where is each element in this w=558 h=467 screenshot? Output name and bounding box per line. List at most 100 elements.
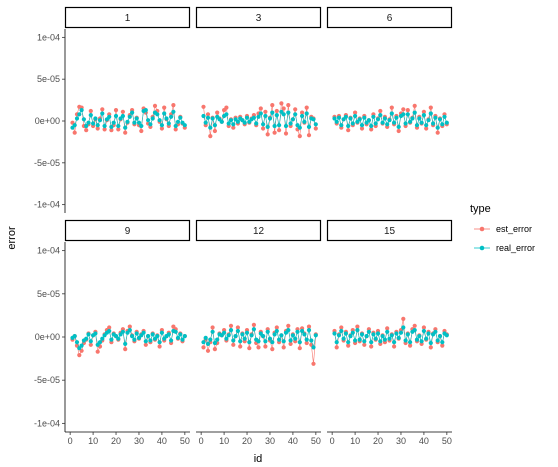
data-point bbox=[263, 109, 268, 114]
data-point bbox=[226, 333, 231, 338]
data-point bbox=[440, 343, 445, 348]
data-point bbox=[123, 125, 128, 130]
data-point bbox=[224, 112, 229, 117]
data-point bbox=[143, 342, 148, 347]
data-point bbox=[272, 332, 277, 337]
data-point bbox=[401, 107, 406, 112]
data-point bbox=[421, 113, 426, 118]
data-point bbox=[258, 106, 263, 111]
data-point bbox=[288, 341, 293, 346]
data-point bbox=[203, 335, 208, 340]
data-point bbox=[380, 120, 385, 125]
data-point bbox=[281, 339, 286, 344]
data-point bbox=[270, 347, 275, 352]
data-point bbox=[166, 332, 171, 337]
data-point bbox=[146, 118, 151, 123]
data-point bbox=[362, 342, 367, 347]
data-point bbox=[286, 328, 291, 333]
data-point bbox=[155, 334, 160, 339]
data-point bbox=[380, 334, 385, 339]
data-point bbox=[277, 128, 282, 133]
data-point bbox=[152, 103, 158, 108]
data-point bbox=[102, 127, 107, 132]
data-point bbox=[311, 345, 316, 350]
data-point bbox=[132, 120, 137, 125]
data-point bbox=[274, 113, 279, 118]
data-point bbox=[366, 118, 371, 123]
data-point bbox=[171, 109, 176, 114]
legend-entry-est_error: est_error bbox=[474, 224, 532, 234]
data-point bbox=[258, 111, 263, 116]
data-point bbox=[150, 116, 155, 121]
data-point bbox=[369, 340, 374, 345]
data-point bbox=[143, 339, 148, 344]
data-point bbox=[412, 323, 417, 328]
data-point bbox=[148, 338, 153, 343]
data-point bbox=[107, 325, 112, 330]
data-point bbox=[261, 126, 266, 131]
data-point bbox=[95, 349, 100, 354]
data-point bbox=[120, 113, 125, 119]
data-point bbox=[359, 126, 365, 131]
data-point bbox=[256, 345, 261, 350]
data-point bbox=[88, 113, 93, 118]
data-point bbox=[428, 105, 433, 110]
data-point bbox=[385, 326, 390, 331]
data-point bbox=[100, 111, 105, 116]
x-tick-label: 50 bbox=[442, 436, 452, 446]
data-point bbox=[417, 116, 422, 121]
data-point bbox=[302, 119, 307, 124]
data-point bbox=[313, 333, 318, 338]
data-point bbox=[130, 110, 135, 115]
data-point bbox=[247, 340, 252, 345]
data-point bbox=[306, 124, 312, 129]
data-point bbox=[334, 345, 339, 350]
data-point bbox=[421, 109, 426, 114]
data-point bbox=[267, 336, 273, 341]
data-point bbox=[336, 333, 342, 338]
data-point bbox=[212, 347, 217, 352]
data-point bbox=[95, 126, 100, 131]
data-point bbox=[228, 118, 234, 123]
facet-strip bbox=[195, 219, 322, 242]
data-point bbox=[346, 123, 351, 129]
data-point bbox=[178, 115, 183, 120]
data-point bbox=[127, 328, 132, 333]
data-point bbox=[408, 119, 413, 124]
data-point bbox=[353, 338, 358, 343]
data-point bbox=[444, 333, 449, 338]
data-point bbox=[403, 338, 408, 343]
data-point bbox=[228, 323, 234, 328]
data-point bbox=[373, 336, 378, 341]
data-point bbox=[339, 328, 344, 334]
data-point bbox=[254, 121, 259, 126]
data-point bbox=[293, 112, 298, 117]
data-point bbox=[366, 329, 371, 334]
data-point bbox=[277, 123, 282, 128]
x-tick-label: 20 bbox=[373, 436, 383, 446]
data-point bbox=[72, 130, 77, 135]
data-point bbox=[134, 331, 139, 336]
data-point bbox=[139, 128, 144, 134]
data-point bbox=[263, 344, 268, 349]
data-point bbox=[219, 119, 224, 124]
data-point bbox=[233, 334, 238, 339]
data-point bbox=[350, 330, 355, 335]
data-point bbox=[116, 127, 121, 132]
data-point bbox=[369, 344, 374, 349]
data-point bbox=[281, 345, 286, 350]
data-point bbox=[313, 122, 318, 127]
data-point bbox=[155, 112, 160, 117]
data-point bbox=[300, 110, 305, 115]
y-tick-label: 5e-05 bbox=[37, 74, 60, 84]
data-point bbox=[228, 328, 234, 333]
x-tick-label: 40 bbox=[288, 436, 298, 446]
data-point bbox=[306, 328, 312, 333]
data-point bbox=[286, 110, 291, 115]
data-point bbox=[81, 117, 86, 122]
series-real_error bbox=[332, 325, 449, 346]
data-point bbox=[389, 111, 394, 116]
data-point bbox=[256, 114, 261, 119]
data-point bbox=[405, 332, 410, 337]
y-axis-title: error bbox=[6, 226, 18, 250]
